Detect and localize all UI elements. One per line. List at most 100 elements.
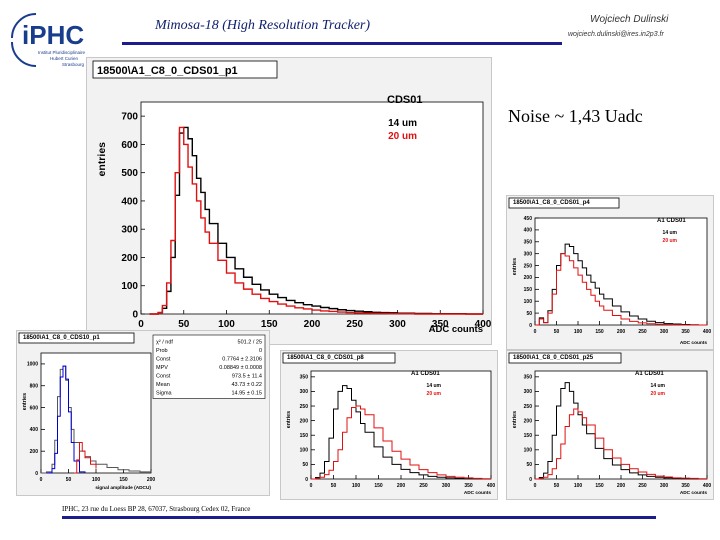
y-tick-label: 250 [300, 404, 309, 410]
legend-entry: 14 um [651, 383, 666, 389]
stats-value: 43.73 ± 0.22 [231, 382, 262, 388]
x-tick-label: 250 [638, 483, 647, 489]
series-landau [74, 441, 97, 474]
y-tick-label: 0 [529, 477, 532, 483]
iphc-logo: iPHC Institut Pluridisciplinaire Hubert … [8, 8, 106, 72]
y-tick-label: 700 [121, 112, 138, 123]
inner-title: A1 CDS01 [657, 218, 686, 224]
x-tick-label: 0 [138, 319, 144, 330]
stats-value: 0.08849 ± 0.0008 [219, 365, 262, 371]
stats-key: Const [156, 357, 171, 363]
y-tick-label: 1000 [27, 362, 38, 368]
chart-title: 18500\A1_C8_0_CDS01_p25 [513, 355, 594, 361]
series-20-um [535, 253, 707, 326]
series-20-um [311, 405, 492, 480]
y-tick-label: 50 [526, 462, 532, 468]
stats-value: 0 [259, 348, 262, 354]
legend-entry: 14 um [388, 118, 417, 129]
x-tick-label: 0 [40, 477, 43, 483]
x-tick-label: 100 [218, 319, 235, 330]
plot-area [140, 101, 484, 315]
chart-title-box [282, 352, 396, 364]
panel-cds10: 18500\A1_C8_0_CDS10_p1 0 50 100 150 200 0 200 40… [16, 330, 270, 496]
x-tick-label: 100 [352, 483, 361, 489]
x-tick-label: 50 [554, 483, 560, 489]
y-tick-label: 200 [524, 275, 533, 281]
series-20-um [149, 126, 483, 315]
x-tick-label: 200 [397, 483, 406, 489]
y-tick-label: 150 [524, 287, 533, 293]
x-tick-label: 100 [574, 483, 583, 489]
x-axis-label: ADC counts [429, 324, 483, 335]
y-tick-label: 100 [121, 281, 138, 292]
y-tick-label: 300 [300, 389, 309, 395]
logo-subtext-3: Strasbourg [62, 62, 85, 67]
y-tick-label: 200 [121, 253, 138, 264]
inner-title: CDS01 [387, 94, 422, 106]
y-axis-label: entries [22, 393, 28, 410]
y-tick-label: 300 [121, 225, 138, 236]
chart-p8: 18500\A1_C8_0_CDS01_p8 0 50 100 150 200 250 300… [282, 352, 495, 496]
chart-title: 18500\A1_C8_0_CDS01_p8 [287, 355, 364, 361]
y-axis-label: entries [512, 258, 518, 275]
y-tick-label: 350 [524, 375, 533, 381]
x-axis-label: signal amplitude (ADCU) [95, 485, 151, 491]
stats-value: 14.95 ± 0.15 [231, 391, 262, 397]
series-14-um [311, 385, 491, 480]
x-tick-label: 0 [534, 483, 537, 489]
x-tick-label: 0 [534, 329, 537, 335]
x-tick-label: 250 [419, 483, 428, 489]
chart-title: 18500\A1_C8_0_CDS01_p1 [97, 65, 238, 77]
stats-box [152, 334, 266, 399]
chart-title-box [92, 60, 278, 79]
legend-entry: 20 um [427, 391, 442, 397]
y-tick-label: 0 [132, 310, 138, 321]
chart-title-box [508, 352, 622, 364]
y-tick-label: 100 [524, 448, 533, 454]
inner-title: A1 CDS01 [411, 371, 440, 377]
y-tick-label: 400 [30, 427, 39, 433]
chart-title-box [508, 197, 620, 209]
chart-title-box [18, 332, 135, 344]
y-tick-label: 250 [524, 263, 533, 269]
y-tick-label: 100 [524, 299, 533, 305]
y-tick-label: 250 [524, 404, 533, 410]
x-tick-label: 150 [595, 483, 604, 489]
x-tick-label: 300 [442, 483, 451, 489]
chart-title: 18500\A1_C8_0_CDS01_p4 [513, 200, 590, 206]
x-tick-label: 300 [389, 319, 406, 330]
stats-key: Const [156, 374, 171, 380]
y-tick-label: 150 [300, 433, 309, 439]
y-tick-label: 500 [121, 168, 138, 179]
y-tick-label: 400 [121, 196, 138, 207]
y-tick-label: 50 [526, 311, 532, 317]
stats-value: 501.2 / 25 [238, 340, 262, 346]
x-tick-label: 50 [554, 329, 560, 335]
x-tick-label: 200 [304, 319, 321, 330]
x-tick-label: 200 [147, 477, 156, 483]
noise-annotation: Noise ~ 1,43 Uadc [508, 106, 643, 126]
x-tick-label: 350 [432, 319, 449, 330]
y-tick-label: 200 [524, 418, 533, 424]
header-rule [122, 42, 562, 45]
y-tick-label: 50 [302, 462, 308, 468]
stats-key: Mean [156, 382, 170, 388]
y-tick-label: 200 [30, 449, 39, 455]
x-tick-label: 50 [178, 319, 190, 330]
logo-subtext-2: Hubert Curien [50, 56, 79, 61]
series-data [41, 365, 152, 474]
stats-value: 973.5 ± 11.4 [232, 374, 262, 380]
x-axis-label: ADC counts [680, 340, 708, 346]
y-tick-label: 300 [524, 389, 533, 395]
inner-title: A1 CDS01 [635, 371, 664, 377]
x-tick-label: 400 [703, 483, 712, 489]
chart-p4: 18500\A1_C8_0_CDS01_p4 0 50 100 150 200 250 300… [508, 197, 711, 346]
x-tick-label: 250 [638, 329, 647, 335]
x-tick-label: 150 [261, 319, 278, 330]
y-tick-label: 350 [524, 240, 533, 246]
x-tick-label: 150 [595, 329, 604, 335]
x-tick-label: 200 [617, 483, 626, 489]
panel-main: 18500\A1_C8_0_CDS01_p1 0 50 100 150 200 250 300… [86, 57, 492, 345]
y-tick-label: 400 [524, 228, 533, 234]
stats-key: Prob [156, 348, 168, 354]
